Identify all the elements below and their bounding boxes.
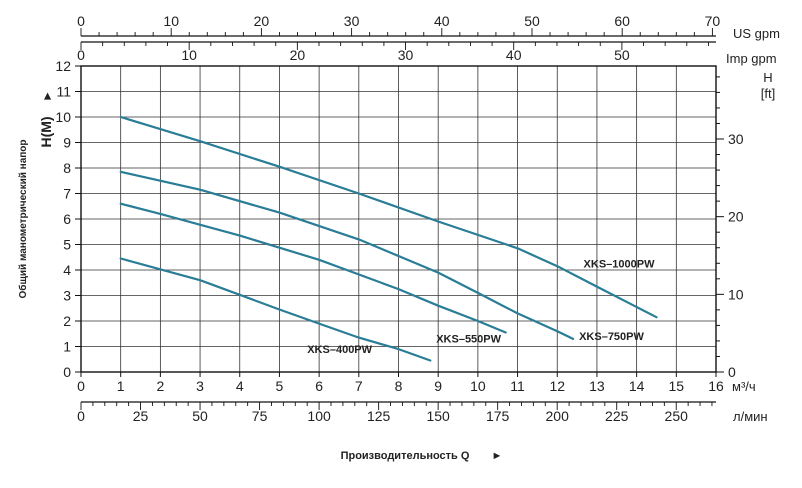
y-tick-label: 12 — [55, 58, 71, 74]
lmin-tick-label: 125 — [367, 408, 391, 424]
y-tick-label: 9 — [63, 135, 71, 151]
lmin-tick-label: 75 — [252, 408, 268, 424]
lmin-tick-label: 175 — [486, 408, 510, 424]
y-tick-label: 7 — [63, 186, 71, 202]
x-tick-label: 6 — [315, 378, 323, 394]
y-tick-label: 8 — [63, 160, 71, 176]
lmin-tick-label: 25 — [133, 408, 149, 424]
y-ft-unit-bracket: [ft] — [761, 86, 775, 101]
usgpm-tick-label: 60 — [614, 13, 630, 29]
y-axis-title: Общий манометрический напор — [17, 139, 29, 298]
lmin-tick-label: 50 — [192, 408, 208, 424]
x-unit-lmin: л/мин — [733, 409, 768, 424]
impgpm-tick-label: 50 — [614, 47, 630, 63]
y-tick-label: 0 — [63, 364, 71, 380]
y-tick-label: 3 — [63, 288, 71, 304]
lmin-tick-label: 225 — [605, 408, 629, 424]
x-tick-label: 8 — [395, 378, 403, 394]
y-tick-label: 1 — [63, 339, 71, 355]
usgpm-tick-label: 30 — [344, 13, 360, 29]
pump-curves — [119, 115, 658, 362]
axis-labels: м³/ч л/мин US gpm Imp gpm H[ft] Общий маномет… — [17, 26, 780, 462]
curve-xks400pw — [119, 257, 432, 362]
curve-xks1000pw — [119, 115, 658, 319]
impgpm-tick-label: 10 — [181, 47, 197, 63]
impgpm-tick-label: 40 — [506, 47, 522, 63]
usgpm-tick-label: 40 — [434, 13, 450, 29]
x-tick-label: 14 — [629, 378, 645, 394]
lmin-tick-label: 0 — [77, 408, 85, 424]
curve-xks550pw — [119, 202, 507, 334]
y-tick-label: 6 — [63, 211, 71, 227]
x-tick-label: 12 — [549, 378, 565, 394]
y-ft-unit-h: H — [763, 70, 772, 85]
usgpm-tick-label: 10 — [163, 13, 179, 29]
x-unit-impgpm: Imp gpm — [726, 51, 777, 66]
y-ft-tick-label: 30 — [728, 131, 744, 147]
x-tick-label: 5 — [276, 378, 284, 394]
series-label: XKS–750PW — [579, 331, 644, 343]
y-ft-tick-label: 0 — [728, 364, 736, 380]
usgpm-tick-label: 0 — [77, 13, 85, 29]
y-ft-tick-label: 10 — [728, 286, 744, 302]
curve-xks750pw — [119, 170, 575, 340]
x-axis-title: Производительность Q — [341, 450, 470, 462]
usgpm-tick-label: 50 — [524, 13, 540, 29]
series-label: XKS–1000PW — [584, 258, 656, 270]
x-tick-label: 1 — [117, 378, 125, 394]
x-tick-label: 13 — [589, 378, 605, 394]
x-unit-usgpm: US gpm — [733, 26, 780, 41]
y-ft-tick-label: 20 — [728, 209, 744, 225]
y-tick-label: 11 — [56, 84, 71, 100]
lmin-tick-label: 100 — [307, 408, 331, 424]
x-tick-label: 16 — [708, 378, 724, 394]
x-tick-label: 11 — [510, 378, 525, 394]
x-tick-label: 15 — [669, 378, 685, 394]
lmin-tick-label: 250 — [665, 408, 689, 424]
series-label: XKS–550PW — [436, 334, 501, 346]
x-tick-label: 3 — [196, 378, 204, 394]
impgpm-tick-label: 30 — [398, 47, 414, 63]
y-tick-label: 5 — [63, 237, 71, 253]
x-tick-label: 9 — [434, 378, 442, 394]
x-tick-label: 2 — [156, 378, 164, 394]
x-tick-label: 0 — [77, 378, 85, 394]
usgpm-tick-label: 20 — [254, 13, 270, 29]
x-unit-m3h: м³/ч — [732, 379, 756, 394]
usgpm-tick-label: 70 — [705, 13, 721, 29]
y-tick-label: 10 — [55, 109, 71, 125]
impgpm-tick-label: 20 — [290, 47, 306, 63]
y-tick-label: 2 — [63, 313, 71, 329]
x-tick-label: 4 — [236, 378, 244, 394]
lmin-tick-label: 200 — [546, 408, 570, 424]
x-tick-label: 10 — [470, 378, 486, 394]
impgpm-tick-label: 0 — [77, 47, 85, 63]
lmin-tick-label: 150 — [426, 408, 450, 424]
x-axis-arrow: ► — [492, 450, 503, 462]
y-axis-arrow: ► — [40, 90, 54, 102]
y-axis-unit-label: H(M) — [38, 116, 54, 147]
series-label: XKS–400PW — [307, 344, 372, 356]
y-tick-label: 4 — [63, 262, 71, 278]
x-tick-label: 7 — [355, 378, 363, 394]
